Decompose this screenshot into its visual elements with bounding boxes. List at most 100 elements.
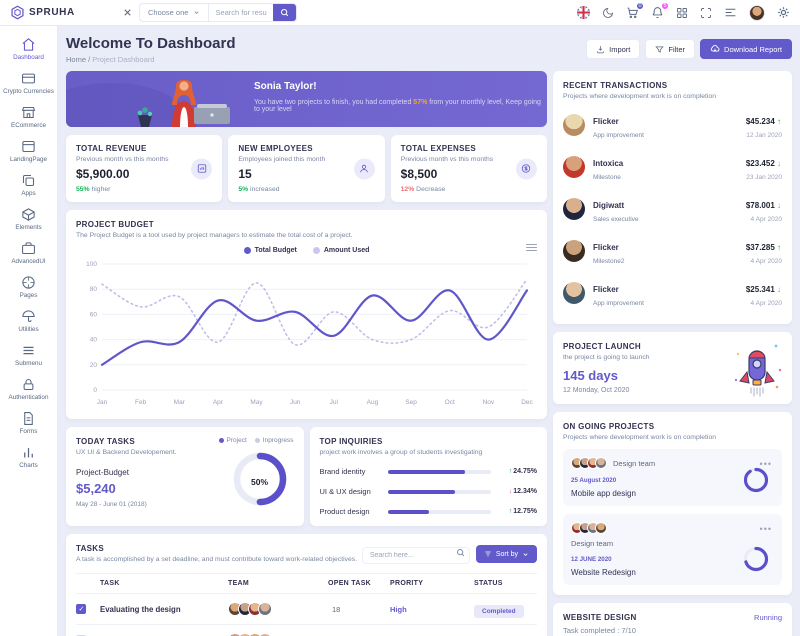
progress-bar <box>387 489 491 494</box>
sidebar-item-charts[interactable]: Charts <box>0 440 57 474</box>
funnel-icon <box>655 46 665 53</box>
chevron-down-icon <box>523 552 528 556</box>
search-input[interactable] <box>209 8 274 17</box>
banner-message: You have two projects to finish, you had… <box>254 99 541 113</box>
row-checkbox[interactable] <box>76 604 86 614</box>
credit-card-icon <box>22 73 35 84</box>
svg-text:100: 100 <box>86 261 97 268</box>
team-avatars <box>571 457 607 469</box>
box-icon <box>22 208 35 221</box>
inquiry-row: UI & UX design 12.34% <box>320 487 538 496</box>
employees-value: 15 <box>238 167 252 181</box>
svg-text:20: 20 <box>90 362 98 369</box>
settings-gear-icon[interactable] <box>777 6 790 19</box>
svg-text:Apr: Apr <box>213 399 224 406</box>
avatar <box>563 198 585 220</box>
filter-button[interactable]: Filter <box>645 39 696 59</box>
svg-text:60: 60 <box>90 311 98 318</box>
notifications-bell-icon[interactable]: 5 <box>651 2 669 19</box>
tasks-card: TASKS A task is accomplished by a set de… <box>66 534 547 636</box>
launch-countdown: 145 days <box>563 368 618 383</box>
project-item: ••• Design team 25 August 2020 Mobile ap… <box>563 449 782 506</box>
apps-grid-icon[interactable] <box>676 7 688 19</box>
svg-text:40: 40 <box>90 337 98 344</box>
rocket-illustration <box>734 344 782 397</box>
close-icon[interactable] <box>122 7 133 18</box>
progress-ring <box>743 467 769 493</box>
svg-text:Jun: Jun <box>290 399 301 406</box>
sidebar-item-authentication[interactable]: Authentication <box>0 372 57 406</box>
sidebar-item-forms[interactable]: Forms <box>0 406 57 440</box>
sidebar-item-landingpage[interactable]: LandingPage <box>0 134 57 168</box>
chevron-down-icon <box>194 11 200 14</box>
sidebar-item-pages[interactable]: Pages <box>0 270 57 304</box>
search-category-select[interactable]: Choose one <box>140 4 210 21</box>
dark-mode-icon[interactable] <box>602 7 614 19</box>
table-row: Generate ideas for design 34 Normal Pend… <box>76 625 537 636</box>
fullscreen-icon[interactable] <box>700 7 712 19</box>
progress-bar <box>387 509 491 514</box>
notifications-badge: 5 <box>661 2 669 10</box>
cart-icon[interactable]: 0 <box>626 2 644 19</box>
status-badge: Completed <box>474 605 524 618</box>
avatar <box>563 282 585 304</box>
budget-legend: Total Budget Amount Used <box>76 247 537 254</box>
avatar <box>563 240 585 262</box>
sidebar-item-submenu[interactable]: Submenu <box>0 338 57 372</box>
search-button[interactable] <box>273 4 297 21</box>
today-tasks-card: Project Inprogress TODAY TASKS UX UI & B… <box>66 427 304 526</box>
item-menu-icon[interactable]: ••• <box>759 459 772 469</box>
cart-badge: 0 <box>636 2 644 10</box>
inquiry-row: Brand identity 24.75% <box>320 467 538 476</box>
legend-dot-inprogress <box>254 438 260 443</box>
stat-card-expenses: TOTAL EXPENSES Previous month vs this mo… <box>390 135 547 202</box>
banner-user-name: Sonia Taylor! <box>254 81 317 92</box>
tasks-search-input[interactable] <box>361 547 470 564</box>
project-item: ••• Design team 12 JUNE 2020 Website Red… <box>563 514 782 585</box>
inquiry-row: Product design 12.75% <box>320 507 538 516</box>
top-header: SPRUHA Choose one 0 5 <box>0 0 800 26</box>
sidebar-toggle-icon[interactable] <box>724 6 737 19</box>
chart-bubble-icon <box>191 158 213 179</box>
brand-logo[interactable]: SPRUHA <box>10 5 120 20</box>
item-menu-icon[interactable]: ••• <box>759 524 772 534</box>
tasks-table: TASK TEAM OPEN TASK PRORITY STATUS Evalu… <box>76 573 537 636</box>
ongoing-projects-card: ON GOING PROJECTS Projects where develop… <box>553 412 792 595</box>
avatar <box>563 114 585 136</box>
budget-line-chart: 0 20 40 60 80 100 Jan Feb Mar Apr May Jun Jul Aug Sep O… <box>86 261 533 406</box>
sidebar-item-apps[interactable]: Apps <box>0 168 57 202</box>
bar-chart-icon <box>24 448 33 458</box>
dollar-bubble-icon <box>515 158 537 179</box>
chart-menu-icon[interactable] <box>526 242 537 253</box>
download-report-button[interactable]: Download Report <box>700 39 792 59</box>
top-inquiries-card: TOP INQUIRIES project work involves a gr… <box>309 427 547 526</box>
sidebar-item-utilities[interactable]: Utilities <box>0 304 57 338</box>
file-text-icon <box>24 412 33 425</box>
search-category-label: Choose one <box>148 8 189 17</box>
breadcrumb: Home / Project Dashboard <box>66 55 155 64</box>
home-icon <box>22 38 35 51</box>
search-icon <box>456 549 465 557</box>
running-status: Running <box>754 613 782 622</box>
sidebar-item-advancedui[interactable]: AdvancedUI <box>0 236 57 270</box>
download-icon <box>597 45 604 53</box>
cloud-download-icon <box>710 45 720 52</box>
progress-ring <box>743 546 769 572</box>
sort-icon <box>485 551 491 557</box>
sidebar-item-crypto[interactable]: Crypto Currencies <box>0 66 57 100</box>
sort-by-button[interactable]: Sort by <box>475 545 537 563</box>
sidebar-item-ecommerce[interactable]: ECommerce <box>0 100 57 134</box>
revenue-value: $5,900.00 <box>76 167 130 181</box>
main-content: Welcome To Dashboard Home / Project Dash… <box>58 26 800 636</box>
legend-dot-amount-used <box>312 247 320 254</box>
import-button[interactable]: Import <box>586 39 641 59</box>
sidebar-item-dashboard[interactable]: Dashboard <box>0 32 57 66</box>
svg-text:Oct: Oct <box>445 399 455 406</box>
breadcrumb-home[interactable]: Home <box>66 55 87 64</box>
user-avatar[interactable] <box>749 4 765 21</box>
stat-card-revenue: TOTAL REVENUE Previous month vs this mon… <box>66 135 223 202</box>
language-flag-icon[interactable] <box>577 6 590 19</box>
sidebar-item-elements[interactable]: Elements <box>0 202 57 236</box>
